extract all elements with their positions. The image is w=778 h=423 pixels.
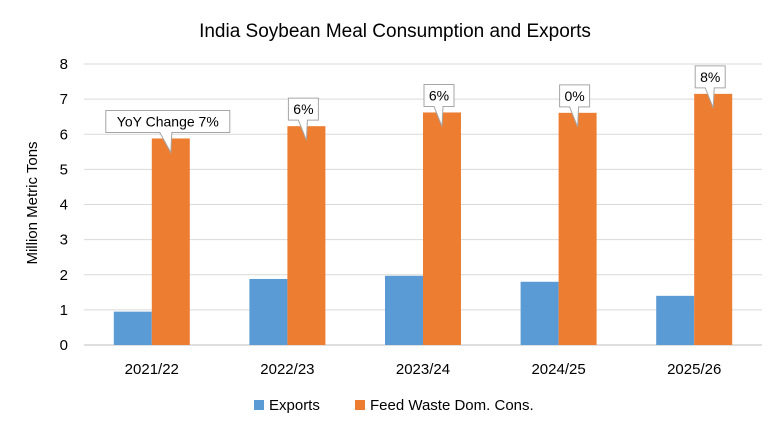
bar-exports <box>113 311 152 345</box>
y-tick-label: 3 <box>60 232 68 249</box>
callout-label: 0% <box>564 88 584 104</box>
y-tick-label: 1 <box>60 302 68 319</box>
callout-box <box>287 97 319 141</box>
legend-label: Feed Waste Dom. Cons. <box>370 397 534 414</box>
callout-label: 6% <box>293 101 313 117</box>
bar-exports <box>249 278 288 345</box>
callout-box <box>559 84 591 128</box>
bar-feed-waste-dom-cons <box>694 93 733 345</box>
x-tick-label: 2022/23 <box>260 361 314 378</box>
bar-exports <box>520 281 559 345</box>
bars <box>113 93 733 345</box>
bar-exports <box>385 275 423 345</box>
x-tick-label: 2023/24 <box>396 361 450 378</box>
callout-box <box>105 109 231 155</box>
bar-feed-waste-dom-cons <box>423 112 461 345</box>
y-tick-label: 4 <box>60 197 68 214</box>
y-tick-label: 8 <box>60 56 68 73</box>
y-tick-label: 0 <box>60 337 68 354</box>
bar-feed-waste-dom-cons <box>151 138 190 345</box>
callout-label: 6% <box>429 87 449 103</box>
x-tick-label: 2024/25 <box>531 361 585 378</box>
bar-feed-waste-dom-cons <box>558 112 597 345</box>
callouts: YoY Change 7% 6% 6% 0% 8% <box>105 65 726 155</box>
callout-box <box>694 65 726 109</box>
chart-title: India Soybean Meal Consumption and Expor… <box>199 21 591 42</box>
legend-label: Exports <box>269 397 320 414</box>
x-tick-label: 2025/26 <box>667 361 721 378</box>
y-axis-label: Million Metric Tons <box>24 141 41 264</box>
legend-swatch <box>355 400 365 410</box>
y-tick-label: 2 <box>60 267 68 284</box>
y-tick-label: 5 <box>60 161 68 178</box>
bar-feed-waste-dom-cons <box>287 126 326 345</box>
callout-label: YoY Change 7% <box>117 113 219 129</box>
callout-label: 8% <box>700 69 720 85</box>
x-tick-label: 2021/22 <box>125 361 179 378</box>
callout-box <box>423 83 455 127</box>
y-tick-label: 7 <box>60 91 68 108</box>
legend-swatch <box>254 400 264 410</box>
bar-exports <box>656 295 695 345</box>
y-tick-label: 6 <box>60 126 68 143</box>
tick-labels: 0 1 2 3 4 5 6 7 8 2021/22 2022/23 2023/24 2024/25 202… <box>60 56 722 378</box>
legend: Exports Feed Waste Dom. Cons. <box>254 397 534 414</box>
